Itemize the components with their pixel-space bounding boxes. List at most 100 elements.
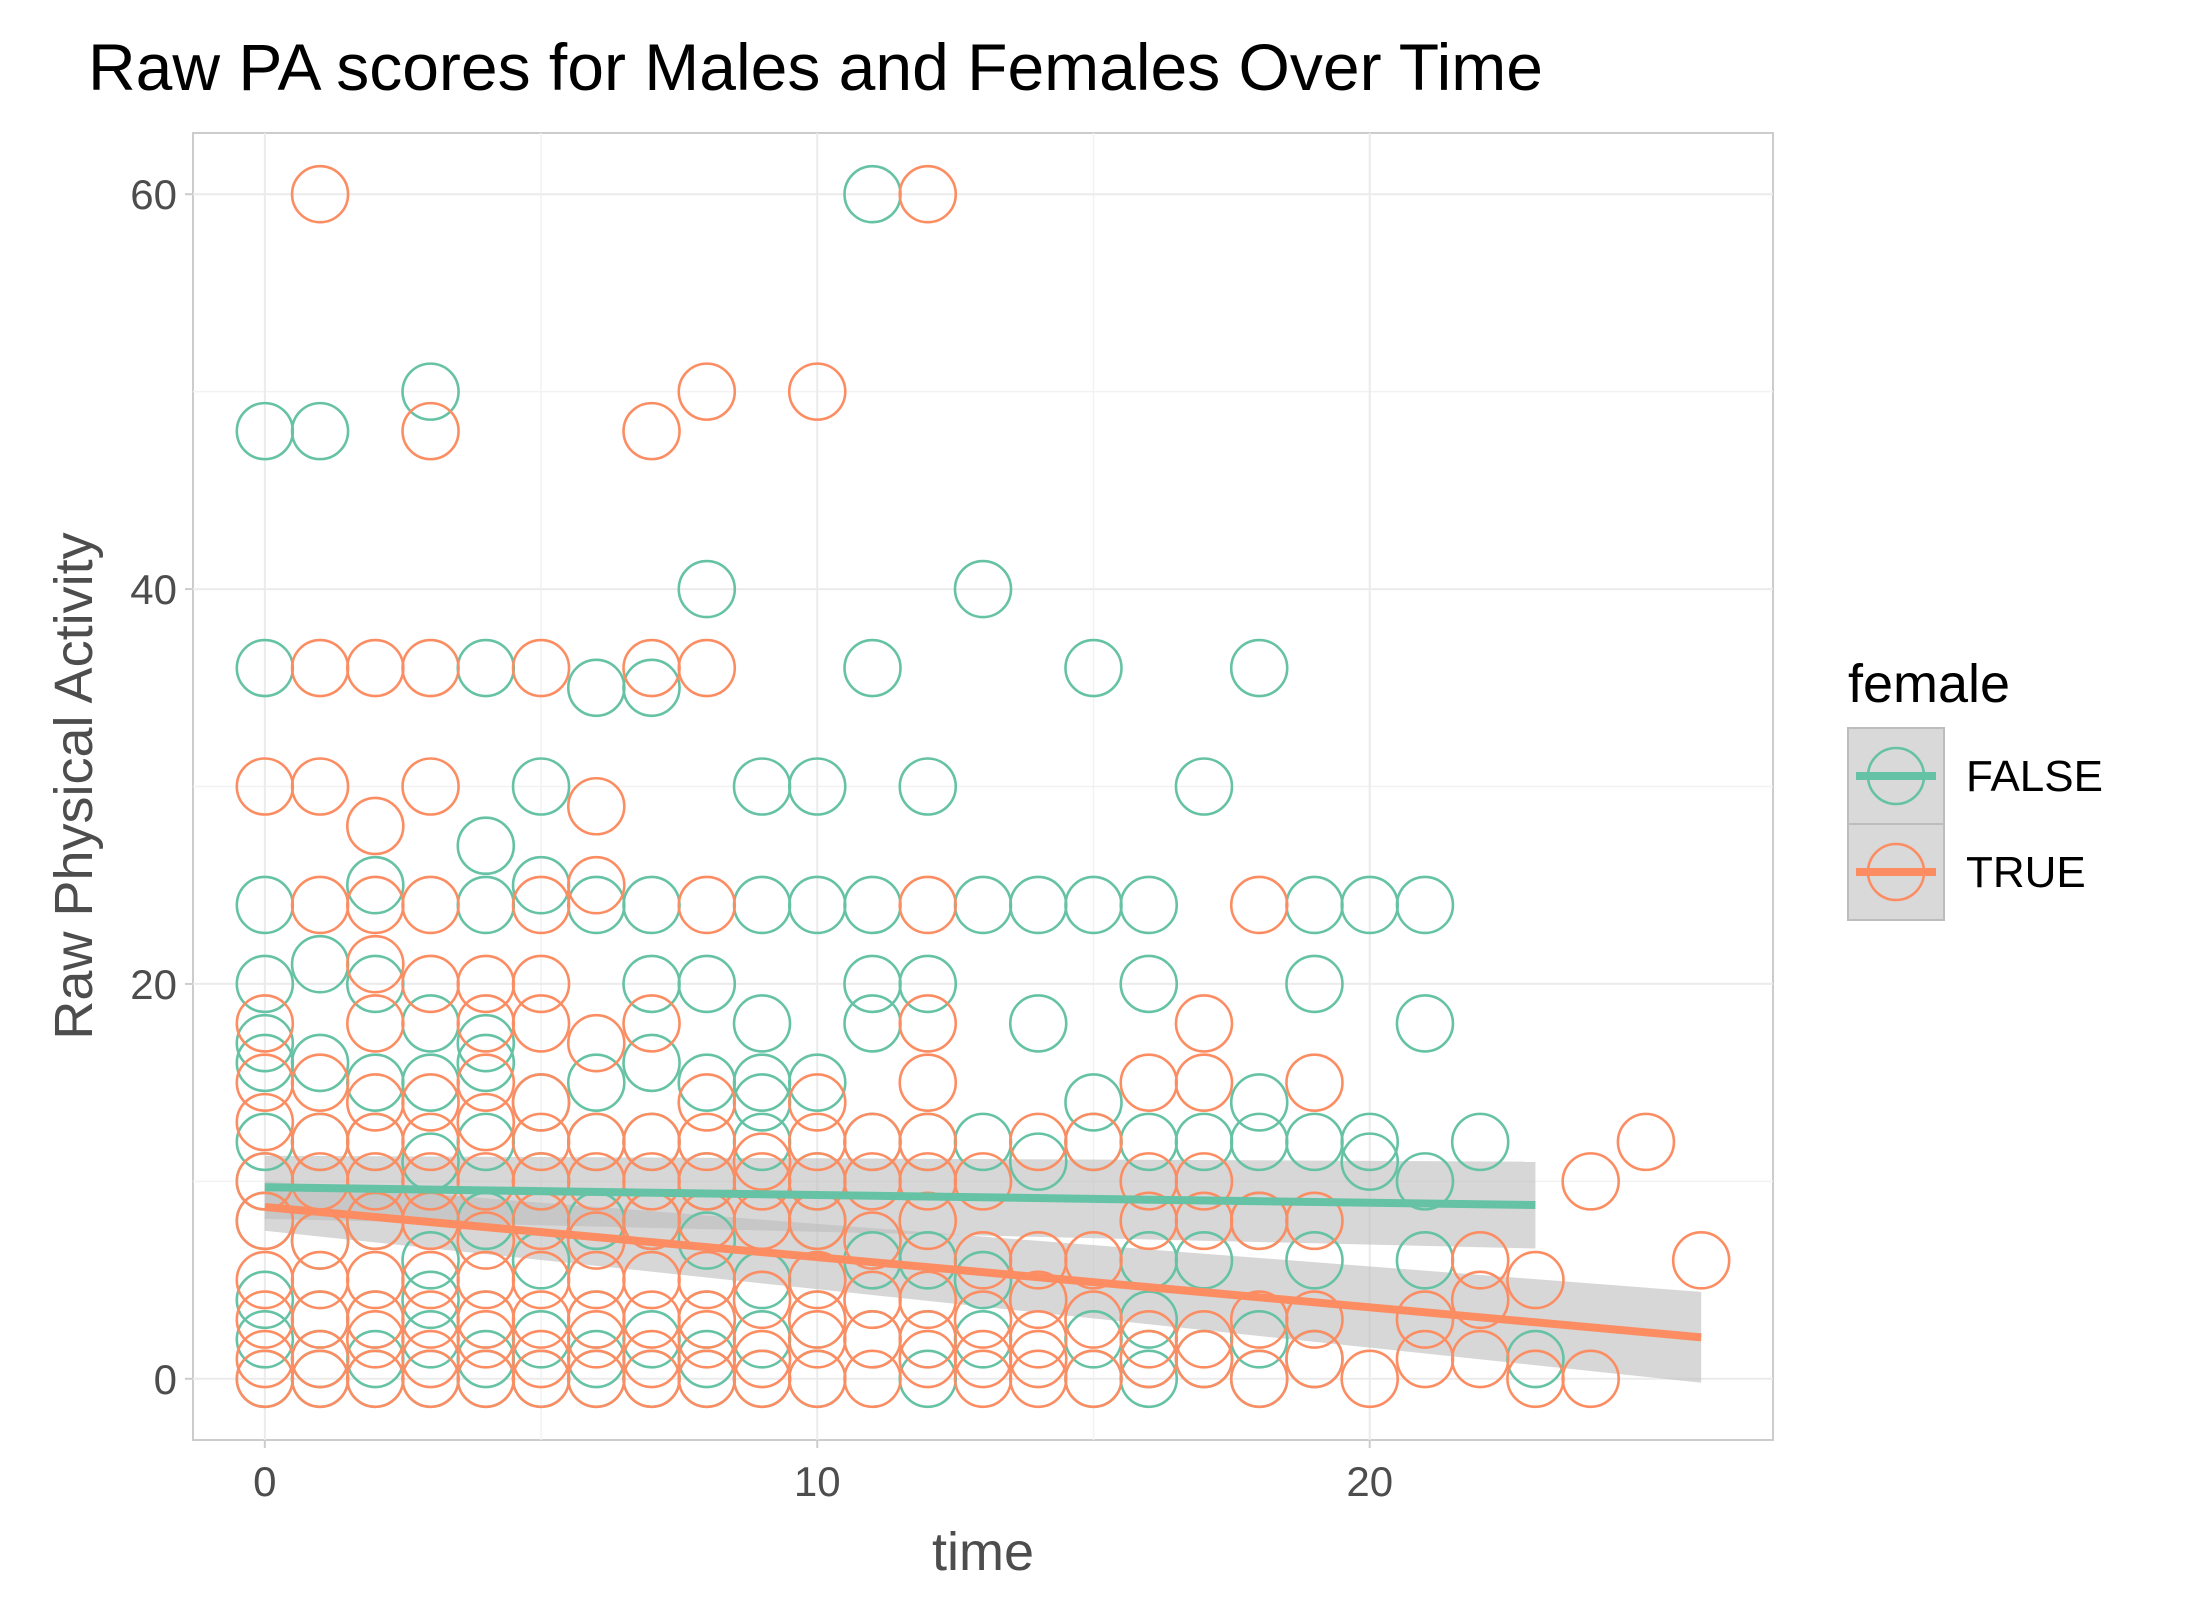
- point-true: [456, 1092, 516, 1152]
- point-true: [1450, 1270, 1510, 1330]
- point-true: [290, 1329, 350, 1389]
- point-true: [898, 1112, 958, 1172]
- point-false: [1340, 1132, 1400, 1191]
- point-true: [511, 994, 571, 1053]
- point-true: [1174, 1329, 1234, 1389]
- point-false: [456, 1013, 516, 1073]
- point-true: [1229, 1349, 1289, 1409]
- point-false: [456, 1033, 516, 1093]
- point-true: [898, 1310, 958, 1369]
- point-true: [677, 1310, 737, 1369]
- point-true: [566, 855, 626, 915]
- point-true: [677, 1112, 737, 1172]
- point-false: [235, 954, 295, 1014]
- point-true: [898, 1152, 958, 1211]
- point-true: [511, 638, 571, 698]
- point-false: [1064, 1073, 1123, 1132]
- point-true: [1671, 1231, 1731, 1290]
- point-true: [401, 638, 460, 698]
- point-false: [401, 1270, 460, 1330]
- point-false: [401, 1231, 460, 1290]
- point-true: [1064, 1112, 1123, 1172]
- point-true: [566, 1013, 626, 1073]
- point-false: [1174, 757, 1234, 816]
- point-true: [290, 164, 350, 224]
- point-false: [953, 559, 1013, 619]
- point-true: [1616, 1112, 1676, 1172]
- point-true: [456, 1310, 516, 1369]
- data-points: [235, 164, 1731, 1409]
- point-true: [677, 362, 737, 421]
- point-true: [732, 1329, 792, 1389]
- point-true: [677, 638, 737, 698]
- point-false: [1119, 954, 1179, 1014]
- point-true: [1450, 1231, 1510, 1290]
- point-true: [1395, 1290, 1455, 1349]
- point-true: [1008, 1329, 1068, 1389]
- legend-label: TRUE: [1966, 848, 2086, 897]
- point-true: [677, 875, 737, 935]
- y-tick-label: 60: [130, 171, 177, 218]
- point-false: [401, 362, 460, 421]
- point-true: [787, 1073, 847, 1132]
- point-false: [622, 658, 681, 718]
- point-true: [732, 1132, 792, 1191]
- point-false: [843, 638, 902, 698]
- point-true: [235, 1092, 295, 1152]
- legend-key-circle: [1866, 746, 1926, 806]
- trend-line-false: [264, 1183, 1536, 1210]
- point-true: [1561, 1152, 1620, 1211]
- point-false: [1008, 1132, 1068, 1191]
- point-true: [898, 994, 958, 1053]
- point-false: [290, 401, 350, 461]
- point-true: [456, 1053, 516, 1112]
- point-true: [787, 1310, 847, 1369]
- trend-lines: [264, 1183, 1702, 1342]
- point-true: [1008, 1310, 1068, 1369]
- point-true: [1561, 1349, 1620, 1409]
- point-true: [401, 401, 460, 461]
- point-true: [290, 757, 350, 816]
- point-true: [1229, 875, 1289, 935]
- point-true: [401, 1073, 460, 1132]
- point-false: [898, 757, 958, 816]
- y-tick-label: 0: [154, 1356, 177, 1403]
- point-true: [1064, 1349, 1123, 1409]
- x-tick-label: 10: [794, 1458, 841, 1505]
- point-true: [511, 1329, 571, 1389]
- point-true: [898, 1270, 958, 1330]
- point-false: [622, 1033, 681, 1093]
- point-false: [732, 994, 792, 1053]
- point-true: [1285, 1053, 1344, 1112]
- chart-title: Raw PA scores for Males and Females Over…: [88, 30, 1543, 104]
- point-true: [843, 1349, 902, 1409]
- point-true: [1064, 1231, 1123, 1290]
- point-false: [1340, 1112, 1400, 1172]
- point-true: [898, 875, 958, 935]
- point-true: [511, 954, 571, 1014]
- point-false: [1285, 1231, 1344, 1290]
- point-true: [566, 776, 626, 836]
- point-true: [511, 875, 571, 935]
- legend-entry-true: TRUE: [1847, 823, 2086, 921]
- point-false: [1395, 1152, 1455, 1211]
- point-true: [1285, 1290, 1344, 1349]
- point-true: [787, 1290, 847, 1349]
- point-false: [290, 1033, 350, 1093]
- point-true: [1450, 1329, 1510, 1389]
- point-true: [677, 1073, 737, 1132]
- legend-entry-false: FALSE: [1847, 727, 2103, 825]
- point-true: [346, 796, 405, 856]
- x-tick-label: 0: [253, 1458, 276, 1505]
- point-true: [511, 1073, 571, 1132]
- point-false: [1450, 1112, 1510, 1172]
- point-true: [1174, 1310, 1234, 1369]
- point-false: [566, 1053, 626, 1112]
- point-false: [456, 816, 516, 876]
- point-false: [1119, 875, 1179, 935]
- trend-line-true: [264, 1203, 1702, 1342]
- point-false: [1008, 994, 1068, 1053]
- point-true: [401, 875, 460, 935]
- point-true: [1174, 1152, 1234, 1211]
- point-true: [1340, 1349, 1400, 1409]
